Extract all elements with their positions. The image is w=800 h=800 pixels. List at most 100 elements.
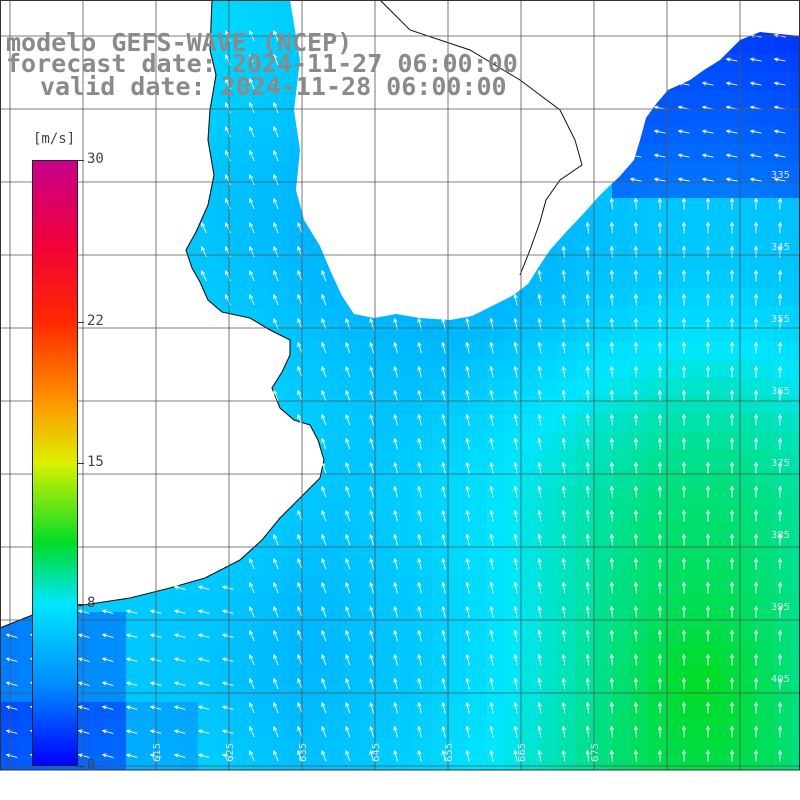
- speed-cell: [558, 630, 576, 648]
- speed-cell: [522, 576, 540, 594]
- speed-cell: [522, 558, 540, 576]
- wind-arrow: [5, 657, 18, 662]
- speed-cell: [738, 468, 756, 486]
- wind-arrow: [633, 677, 638, 690]
- speed-cell: [558, 360, 576, 378]
- speed-cell: [648, 720, 666, 738]
- wind-arrow: [609, 629, 614, 642]
- wind-arrow: [393, 365, 398, 378]
- speed-cell: [396, 504, 414, 522]
- speed-cell: [684, 486, 702, 504]
- speed-cell: [648, 738, 666, 756]
- wind-arrow: [677, 81, 690, 86]
- wind-arrow: [369, 533, 375, 546]
- speed-cell: [756, 36, 774, 54]
- speed-cell: [792, 558, 800, 576]
- speed-cell: [522, 522, 540, 540]
- speed-cell: [306, 630, 324, 648]
- speed-cell: [126, 630, 144, 648]
- speed-cell: [738, 252, 756, 270]
- wind-arrow: [489, 653, 494, 666]
- wind-arrow: [561, 413, 566, 426]
- speed-cell: [702, 198, 720, 216]
- wind-arrow: [657, 557, 662, 570]
- wind-arrow: [465, 749, 470, 762]
- speed-cell: [558, 324, 576, 342]
- speed-cell: [684, 216, 702, 234]
- speed-cell: [450, 468, 468, 486]
- wind-arrow: [221, 729, 234, 734]
- speed-cell: [216, 594, 234, 612]
- wind-arrow: [681, 701, 687, 714]
- wind-arrow: [273, 221, 279, 234]
- speed-cell: [198, 576, 216, 594]
- wind-arrow: [585, 557, 590, 570]
- wind-arrow: [749, 57, 762, 62]
- speed-cell: [270, 648, 288, 666]
- wind-arrow: [561, 725, 566, 738]
- speed-cell: [684, 612, 702, 630]
- speed-cell: [720, 90, 738, 108]
- wind-arrow: [778, 269, 783, 282]
- speed-cell: [576, 594, 594, 612]
- wind-arrow: [393, 557, 398, 570]
- speed-cell: [324, 396, 342, 414]
- speed-cell: [468, 702, 486, 720]
- wind-arrow: [657, 749, 662, 762]
- speed-cell: [468, 504, 486, 522]
- speed-cell: [648, 342, 666, 360]
- speed-cell: [504, 738, 522, 756]
- wind-arrow: [513, 557, 518, 570]
- speed-cell: [684, 144, 702, 162]
- wind-arrow: [729, 701, 735, 714]
- wind-arrow: [681, 509, 687, 522]
- wind-arrow: [249, 174, 255, 186]
- speed-cell: [504, 702, 522, 720]
- speed-cell: [324, 576, 342, 594]
- speed-cell: [396, 612, 414, 630]
- speed-cell: [756, 72, 774, 90]
- speed-cell: [324, 324, 342, 342]
- speed-cell: [414, 666, 432, 684]
- speed-cell: [666, 522, 684, 540]
- speed-cell: [720, 504, 738, 522]
- speed-cell: [702, 720, 720, 738]
- speed-cell: [792, 396, 800, 414]
- speed-cell: [774, 342, 792, 360]
- speed-cell: [486, 504, 504, 522]
- speed-cell: [738, 432, 756, 450]
- speed-cell: [774, 180, 792, 198]
- speed-cell: [288, 702, 306, 720]
- wind-arrow: [657, 509, 662, 522]
- wind-arrow: [465, 389, 470, 402]
- speed-cell: [666, 360, 684, 378]
- wind-arrow: [393, 653, 398, 666]
- speed-cell: [216, 252, 234, 270]
- speed-cell: [756, 162, 774, 180]
- speed-cell: [774, 450, 792, 468]
- speed-cell: [450, 612, 468, 630]
- speed-cell: [324, 414, 342, 432]
- speed-cell: [90, 612, 108, 630]
- speed-cell: [324, 612, 342, 630]
- speed-cell: [486, 540, 504, 558]
- wind-arrow: [393, 725, 398, 738]
- speed-cell: [576, 666, 594, 684]
- wind-arrow: [417, 605, 422, 618]
- speed-cell: [792, 504, 800, 522]
- speed-cell: [252, 630, 270, 648]
- wind-arrow: [273, 77, 279, 90]
- speed-cell: [540, 720, 558, 738]
- wind-arrow: [441, 461, 446, 474]
- speed-cell: [144, 702, 162, 720]
- colorbar-tick-label: 0: [87, 757, 96, 773]
- wind-arrow: [417, 365, 422, 378]
- speed-cell: [774, 288, 792, 306]
- wind-arrow: [393, 485, 398, 498]
- wind-arrow: [537, 749, 542, 762]
- wind-arrow: [537, 365, 542, 378]
- wind-arrow: [681, 461, 687, 474]
- speed-cell: [270, 198, 288, 216]
- speed-cell: [198, 630, 216, 648]
